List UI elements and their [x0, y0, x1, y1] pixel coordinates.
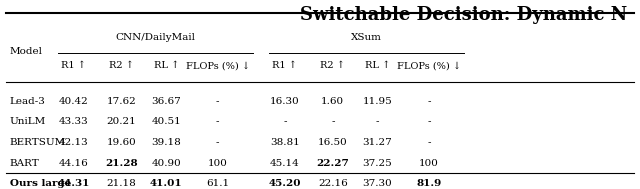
Text: CNN/DailyMail: CNN/DailyMail — [115, 33, 195, 42]
Text: R2 ↑: R2 ↑ — [321, 61, 345, 70]
Text: UniLM: UniLM — [10, 117, 46, 126]
Text: 43.33: 43.33 — [59, 117, 88, 126]
Text: FLOPs (%) ↓: FLOPs (%) ↓ — [397, 61, 461, 70]
Text: 39.18: 39.18 — [152, 138, 181, 147]
Text: 37.30: 37.30 — [363, 179, 392, 188]
Text: 38.81: 38.81 — [270, 138, 300, 147]
Text: 100: 100 — [419, 159, 439, 167]
Text: 61.1: 61.1 — [206, 179, 229, 188]
Text: 22.16: 22.16 — [318, 179, 348, 188]
Text: FLOPs (%) ↓: FLOPs (%) ↓ — [186, 61, 250, 70]
Text: 17.62: 17.62 — [107, 97, 136, 106]
Text: Ours large: Ours large — [10, 179, 71, 188]
Text: 19.60: 19.60 — [107, 138, 136, 147]
Text: -: - — [427, 97, 431, 106]
Text: -: - — [376, 117, 380, 126]
Text: Switchable Decision: Dynamic N: Switchable Decision: Dynamic N — [300, 6, 627, 24]
Text: RL ↑: RL ↑ — [154, 61, 179, 70]
Text: 42.13: 42.13 — [59, 138, 88, 147]
Text: 37.25: 37.25 — [363, 159, 392, 167]
Text: 40.42: 40.42 — [59, 97, 88, 106]
Text: RL ↑: RL ↑ — [365, 61, 390, 70]
Text: 45.20: 45.20 — [269, 179, 301, 188]
Text: R1 ↑: R1 ↑ — [61, 61, 86, 70]
Text: 44.16: 44.16 — [59, 159, 88, 167]
Text: -: - — [216, 117, 220, 126]
Text: -: - — [283, 117, 287, 126]
Text: BART: BART — [10, 159, 39, 167]
Text: 21.28: 21.28 — [106, 159, 138, 167]
Text: -: - — [427, 138, 431, 147]
Text: 11.95: 11.95 — [363, 97, 392, 106]
Text: -: - — [331, 117, 335, 126]
Text: R1 ↑: R1 ↑ — [273, 61, 297, 70]
Text: R2 ↑: R2 ↑ — [109, 61, 134, 70]
Text: 16.50: 16.50 — [318, 138, 348, 147]
Text: 45.14: 45.14 — [270, 159, 300, 167]
Text: 100: 100 — [207, 159, 228, 167]
Text: 81.9: 81.9 — [416, 179, 442, 188]
Text: BERTSUM: BERTSUM — [10, 138, 66, 147]
Text: 40.51: 40.51 — [152, 117, 181, 126]
Text: -: - — [427, 117, 431, 126]
Text: 40.90: 40.90 — [152, 159, 181, 167]
Text: Model: Model — [10, 47, 43, 56]
Text: 44.31: 44.31 — [58, 179, 90, 188]
Text: 20.21: 20.21 — [107, 117, 136, 126]
Text: 22.27: 22.27 — [316, 159, 349, 167]
Text: 36.67: 36.67 — [152, 97, 181, 106]
Text: 31.27: 31.27 — [363, 138, 392, 147]
Text: -: - — [216, 97, 220, 106]
Text: 16.30: 16.30 — [270, 97, 300, 106]
Text: 21.18: 21.18 — [107, 179, 136, 188]
Text: XSum: XSum — [351, 33, 382, 42]
Text: Lead-3: Lead-3 — [10, 97, 45, 106]
Text: 1.60: 1.60 — [321, 97, 344, 106]
Text: -: - — [216, 138, 220, 147]
Text: 41.01: 41.01 — [150, 179, 182, 188]
